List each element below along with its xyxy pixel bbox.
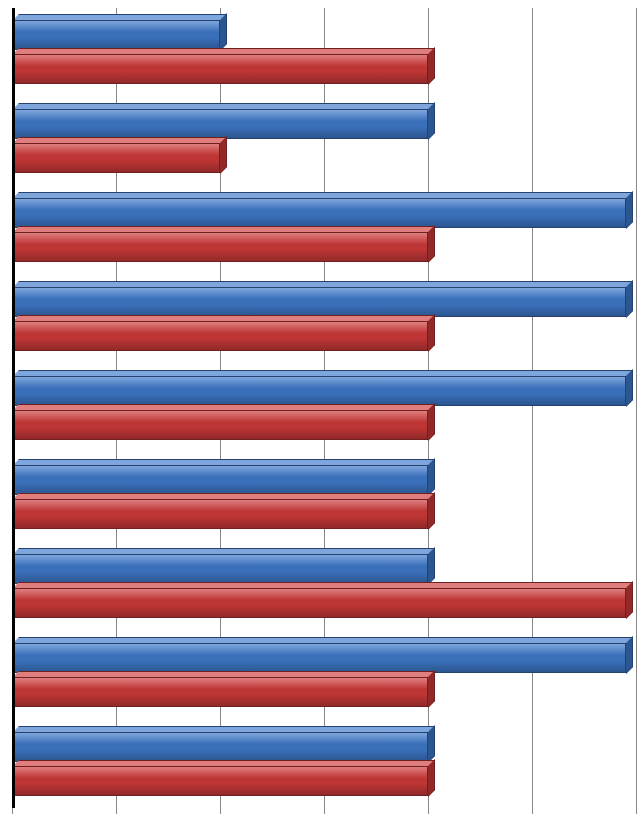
- bar-blue: [12, 643, 626, 673]
- bar-side-face: [220, 13, 227, 51]
- bar-front-face: [12, 109, 428, 139]
- x-tick: [532, 808, 533, 814]
- x-tick: [428, 808, 429, 814]
- bar-side-face: [428, 458, 435, 496]
- bar-front-face: [12, 287, 626, 317]
- bar-red: [12, 54, 428, 84]
- x-tick: [12, 808, 13, 814]
- bar-blue: [12, 465, 428, 495]
- bar-blue: [12, 732, 428, 762]
- bar-side-face: [428, 403, 435, 441]
- bar-side-face: [428, 547, 435, 585]
- bar-side-face: [428, 725, 435, 763]
- horizontal-bar-chart: [0, 0, 642, 818]
- bar-front-face: [12, 732, 428, 762]
- bar-front-face: [12, 643, 626, 673]
- y-axis: [12, 8, 15, 808]
- bar-group: [12, 97, 636, 186]
- x-tick: [324, 808, 325, 814]
- bar-red: [12, 766, 428, 796]
- bar-side-face: [428, 225, 435, 263]
- bar-side-face: [428, 47, 435, 85]
- bar-side-face: [428, 492, 435, 530]
- bar-front-face: [12, 198, 626, 228]
- bar-front-face: [12, 20, 220, 50]
- bar-blue: [12, 198, 626, 228]
- bar-red: [12, 410, 428, 440]
- bar-group: [12, 719, 636, 808]
- bar-front-face: [12, 554, 428, 584]
- bar-front-face: [12, 499, 428, 529]
- bar-red: [12, 499, 428, 529]
- bar-blue: [12, 376, 626, 406]
- bar-red: [12, 588, 626, 618]
- plot-area: [12, 8, 636, 808]
- bar-group: [12, 275, 636, 364]
- bar-side-face: [428, 670, 435, 708]
- bar-group: [12, 452, 636, 541]
- x-tick: [220, 808, 221, 814]
- bar-group: [12, 630, 636, 719]
- bar-group: [12, 8, 636, 97]
- bar-front-face: [12, 143, 220, 173]
- bar-blue: [12, 109, 428, 139]
- bar-red: [12, 677, 428, 707]
- bar-blue: [12, 287, 626, 317]
- bar-side-face: [220, 136, 227, 174]
- gridline: [636, 8, 637, 808]
- bar-red: [12, 232, 428, 262]
- bar-red: [12, 321, 428, 351]
- bar-front-face: [12, 54, 428, 84]
- x-tick: [636, 808, 637, 814]
- bar-side-face: [428, 759, 435, 797]
- bar-group: [12, 541, 636, 630]
- bar-side-face: [626, 280, 633, 318]
- bar-side-face: [626, 581, 633, 619]
- x-tick: [116, 808, 117, 814]
- bar-group: [12, 364, 636, 453]
- bar-front-face: [12, 766, 428, 796]
- bar-front-face: [12, 588, 626, 618]
- bar-front-face: [12, 321, 428, 351]
- bar-blue: [12, 20, 220, 50]
- bar-front-face: [12, 465, 428, 495]
- bar-side-face: [626, 191, 633, 229]
- bar-front-face: [12, 376, 626, 406]
- bar-side-face: [626, 369, 633, 407]
- bar-group: [12, 186, 636, 275]
- bar-side-face: [428, 102, 435, 140]
- bar-side-face: [428, 314, 435, 352]
- bar-front-face: [12, 410, 428, 440]
- bar-blue: [12, 554, 428, 584]
- bar-red: [12, 143, 220, 173]
- bar-front-face: [12, 677, 428, 707]
- bar-side-face: [626, 636, 633, 674]
- bar-front-face: [12, 232, 428, 262]
